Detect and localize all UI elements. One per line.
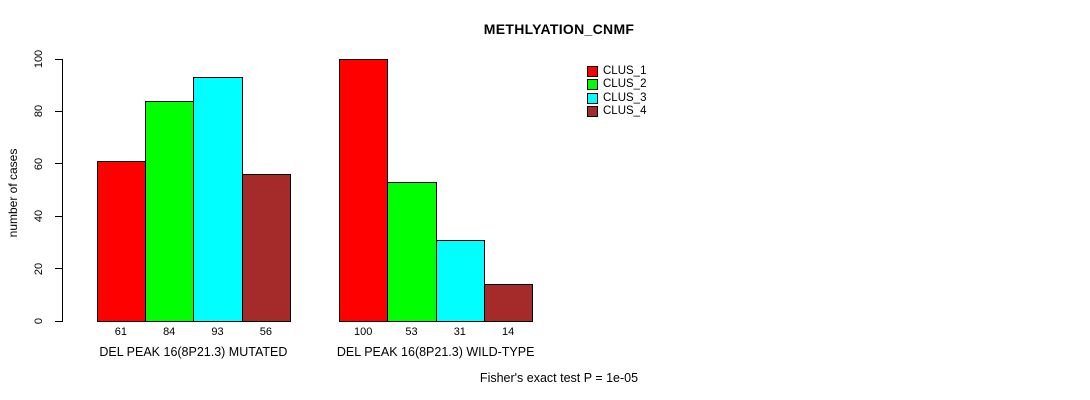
legend-item-clus_3: CLUS_3 xyxy=(587,91,647,104)
bar-clus_1-group2 xyxy=(339,59,389,322)
legend-label: CLUS_1 xyxy=(603,65,647,77)
legend-label: CLUS_3 xyxy=(603,91,647,104)
legend-item-clus_2: CLUS_2 xyxy=(587,78,647,91)
legend-item-clus_4: CLUS_4 xyxy=(587,105,647,118)
bar-value-label: 53 xyxy=(405,326,418,338)
y-tick-label: 0 xyxy=(33,317,45,325)
y-tick-label: 40 xyxy=(33,210,45,223)
group-label-2: DEL PEAK 16(8P21.3) WILD-TYPE xyxy=(336,345,535,359)
legend-swatch-icon xyxy=(587,66,598,77)
bar-value-label: 56 xyxy=(259,326,272,338)
bar-clus_1-group1 xyxy=(96,161,147,322)
bar-value-label: 14 xyxy=(502,326,515,338)
y-axis-tick xyxy=(55,268,62,270)
bar-value-label: 84 xyxy=(163,326,176,338)
group-label-1: DEL PEAK 16(8P21.3) MUTATED xyxy=(99,345,288,359)
legend-item-clus_1: CLUS_1 xyxy=(587,65,647,77)
y-axis-line xyxy=(62,59,64,322)
y-axis-tick xyxy=(55,110,62,112)
chart-title: METHLYATION_CNMF xyxy=(483,21,635,37)
legend-label: CLUS_4 xyxy=(603,105,647,118)
bar-value-label: 93 xyxy=(211,326,224,338)
bar-clus_4-group2 xyxy=(483,284,534,322)
legend-swatch-icon xyxy=(587,106,598,118)
legend-swatch-icon xyxy=(587,92,598,104)
y-axis-tick xyxy=(55,215,62,217)
y-tick-label: 20 xyxy=(33,262,45,275)
bar-clus_4-group1 xyxy=(241,174,292,322)
bar-clus_3-group2 xyxy=(435,239,485,322)
bar-clus_3-group1 xyxy=(193,77,243,322)
bar-clus_2-group1 xyxy=(145,100,195,322)
bar-value-label: 100 xyxy=(353,326,373,338)
y-axis-label: number of cases xyxy=(6,148,20,238)
y-tick-label: 60 xyxy=(33,157,45,170)
y-tick-label: 80 xyxy=(33,105,45,118)
y-tick-label: 100 xyxy=(33,49,45,69)
legend-swatch-icon xyxy=(587,79,598,91)
y-axis-tick xyxy=(55,163,62,165)
fisher-test-annotation: Fisher's exact test P = 1e-05 xyxy=(479,371,639,385)
legend-label: CLUS_2 xyxy=(603,78,647,91)
bar-clus_2-group2 xyxy=(387,182,437,322)
bar-value-label: 31 xyxy=(453,326,466,338)
y-axis-tick xyxy=(55,320,62,322)
bar-value-label: 61 xyxy=(114,326,127,338)
y-axis-tick xyxy=(55,58,62,60)
